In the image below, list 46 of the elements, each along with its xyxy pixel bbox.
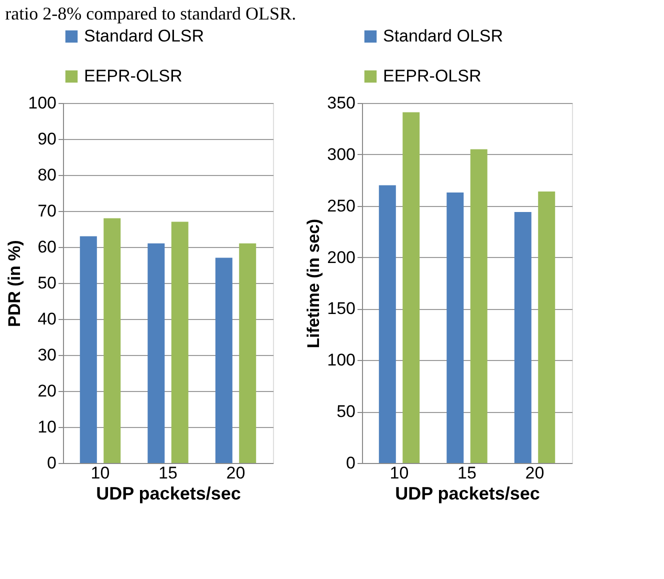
bar [470, 149, 488, 463]
y-tick-label: 100 [28, 94, 56, 112]
x-tick-label: 15 [458, 464, 476, 482]
y-tick-label: 70 [38, 202, 56, 220]
y-tick-label: 0 [346, 454, 356, 472]
y-tick-label: 90 [38, 130, 56, 148]
bar [378, 185, 396, 463]
bar [514, 212, 532, 463]
bar [148, 243, 165, 463]
legend-label: EEPR-OLSR [383, 66, 482, 86]
text: ratio 2-8% compared to standard OLSR. [5, 4, 296, 24]
x-axis-title: UDP packets/sec [96, 484, 241, 504]
y-axis-title: PDR (in %) [5, 240, 24, 327]
y-tick-label: 50 [336, 402, 356, 422]
legend-label: EEPR-OLSR [84, 66, 182, 86]
y-tick-label: 30 [38, 346, 56, 364]
x-tick-label: 20 [226, 464, 246, 482]
y-axis-title: Lifetime (in sec) [304, 218, 324, 348]
y-tick-label: 0 [47, 454, 56, 472]
legend-label: Standard OLSR [383, 26, 504, 46]
x-tick-label: 15 [158, 464, 178, 482]
bar [171, 222, 188, 463]
bar [538, 191, 556, 463]
legend-label: Standard OLSR [84, 26, 204, 46]
y-tick-label: 150 [327, 299, 356, 318]
y-tick-label: 300 [327, 144, 356, 164]
bar [446, 192, 464, 463]
x-tick-label: 10 [390, 464, 409, 482]
y-tick-label: 250 [327, 196, 356, 216]
bar [239, 243, 256, 463]
x-tick-label: 10 [90, 464, 110, 482]
y-tick-label: 200 [327, 248, 356, 267]
bar [215, 258, 232, 463]
y-tick-label: 60 [38, 238, 56, 256]
bar [80, 236, 97, 463]
y-tick-label: 20 [38, 382, 56, 400]
y-tick-label: 40 [38, 310, 56, 328]
y-tick-label: 350 [327, 94, 356, 112]
bar [104, 218, 121, 463]
x-axis-title: UDP packets/sec [395, 484, 540, 504]
y-tick-label: 80 [38, 166, 56, 184]
x-tick-label: 20 [525, 464, 544, 482]
y-tick-label: 50 [38, 274, 56, 292]
y-tick-label: 100 [327, 350, 356, 370]
y-tick-label: 10 [38, 418, 56, 436]
bar [402, 112, 420, 463]
